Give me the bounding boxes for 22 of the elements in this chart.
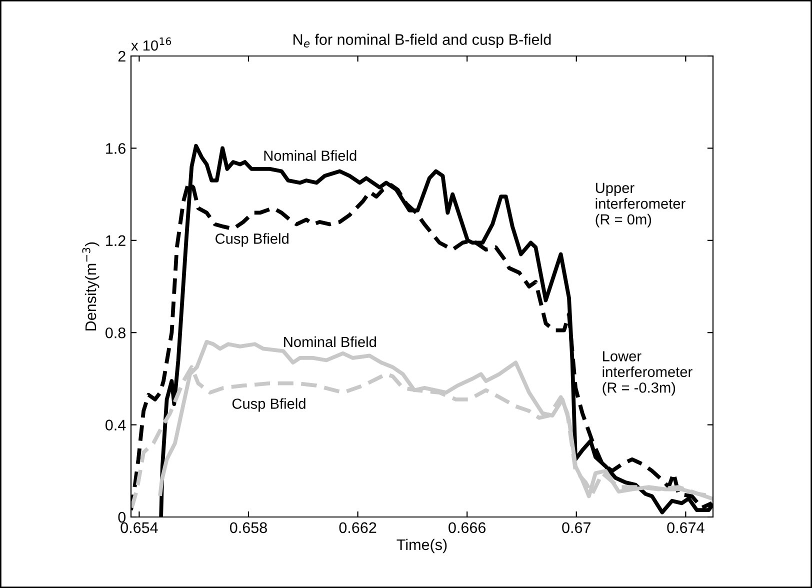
y-tick-label: 0 [118, 512, 126, 523]
chart-title: N$_{e}$ for nominal B-field and cusp B-field [294, 34, 551, 48]
annotation: Nominal Bfield [264, 150, 356, 161]
x-tick-label: 0.654 [120, 522, 158, 534]
x-axis-title: Time(s) [396, 538, 447, 554]
annotation: Cusp Bfield [216, 233, 288, 247]
annotation: Upper interferometer (R = 0m) [596, 182, 686, 228]
x-tick-label: 0.666 [448, 522, 486, 534]
text: x 10$^{16}$ [131, 37, 172, 51]
x-tick-label: 0.67 [562, 522, 590, 534]
x-tick-label: 0.658 [230, 522, 267, 534]
annotation: Cusp Bfield [232, 398, 306, 412]
y-tick-label: 1.2 [106, 235, 126, 246]
y-axis-title: Density(m$^{−3}$) [82, 242, 100, 330]
y-tick-label: 0.4 [106, 420, 126, 430]
annotation: Nominal Bfield [284, 336, 376, 348]
y-tick-label: 2 [118, 50, 126, 62]
y-tick-label: 0.8 [106, 327, 126, 338]
y-tick-label: 1.6 [106, 143, 126, 154]
annotation: Lower interferometer (R = -0.3m) [602, 351, 692, 396]
x-tick-label: 0.662 [339, 522, 376, 534]
x-tick-label: 0.674 [667, 522, 704, 534]
